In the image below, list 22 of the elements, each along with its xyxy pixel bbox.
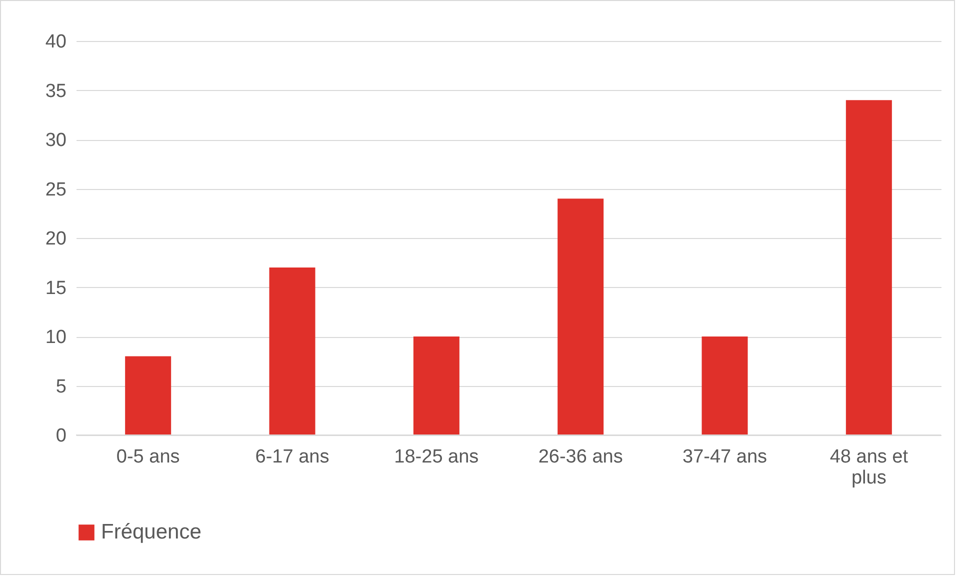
y-tick-label: 5 [56, 376, 66, 398]
y-tick-label: 25 [45, 179, 66, 200]
y-tick-label: 0 [56, 426, 66, 446]
x-tick-label: 48 ans et plus [830, 446, 909, 488]
x-tick-label: 37-47 ans [682, 446, 768, 468]
bar [269, 268, 316, 435]
x-tick-label: 6-17 ans [255, 446, 330, 468]
y-tick-label: 40 [45, 32, 66, 52]
y-tick-label: 35 [45, 80, 66, 102]
bar [558, 198, 604, 435]
legend-label: Fréquence [101, 520, 202, 544]
y-tick-label: 10 [45, 327, 66, 348]
bar [846, 100, 892, 435]
bar [413, 336, 460, 435]
y-tick-label: 15 [45, 278, 66, 299]
y-tick-label: 30 [45, 130, 66, 151]
y-tick-label: 20 [45, 228, 66, 250]
x-tick-label: 0-5 ans [116, 446, 180, 468]
bar [702, 336, 748, 435]
bar [125, 356, 172, 435]
x-tick-label: 18-25 ans [394, 446, 479, 468]
x-tick-label: 26-36 ans [538, 446, 623, 468]
